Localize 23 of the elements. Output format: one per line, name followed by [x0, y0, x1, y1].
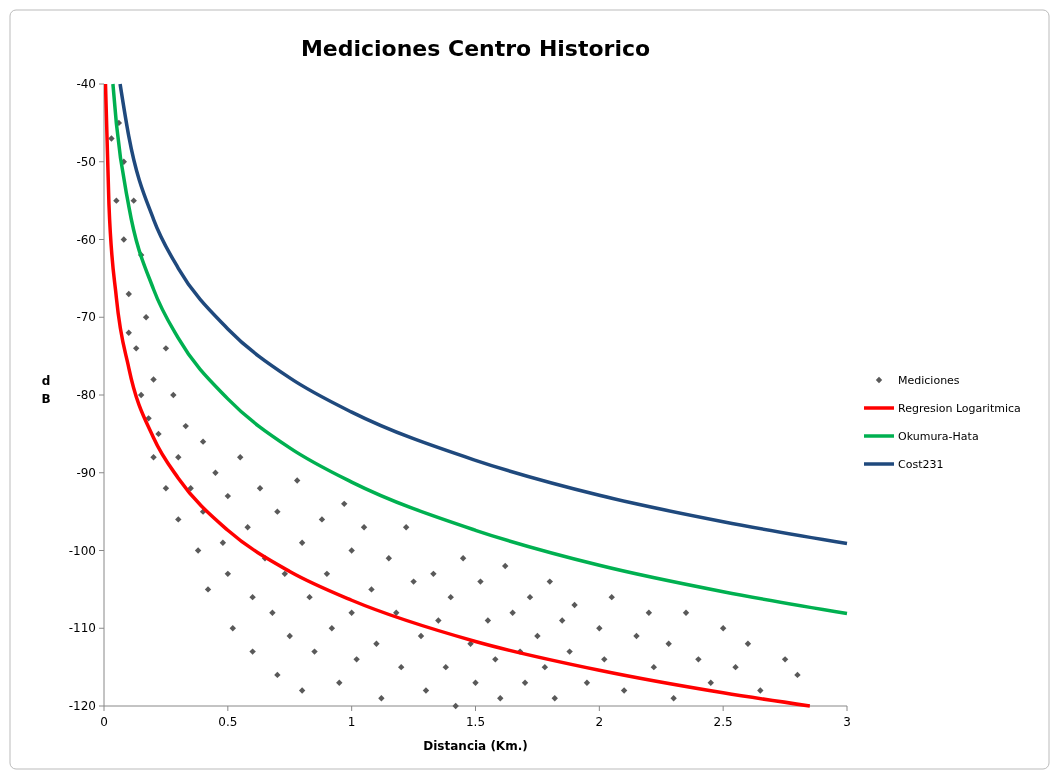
x-tick-label: 0.5 [218, 715, 238, 729]
x-tick-label: 2.5 [713, 715, 733, 729]
y-tick-label: -90 [76, 465, 96, 480]
x-tick-label: 1 [347, 715, 356, 729]
y-tick-label: -80 [76, 388, 96, 403]
y-tick-label: -40 [76, 77, 96, 92]
x-tick-label: 1.5 [465, 715, 486, 729]
legend-label: Regresion Logaritmica [898, 401, 1021, 415]
x-tick-label: 3 [843, 715, 851, 729]
y-tick-label: -110 [68, 621, 96, 636]
legend-label: Mediciones [898, 373, 960, 387]
legend-label: Cost231 [898, 457, 944, 471]
y-tick-label: -60 [76, 232, 96, 247]
y-tick-label: -50 [76, 154, 96, 169]
x-tick-label: 0 [100, 715, 108, 729]
y-tick-label: -100 [68, 543, 96, 558]
x-tick-label: 2 [595, 715, 604, 729]
chart-title: Mediciones Centro Historico [300, 36, 651, 61]
y-tick-label: -70 [76, 310, 96, 325]
legend-label: Okumura-Hata [898, 429, 979, 443]
y-axis-title: dB [41, 374, 51, 406]
x-axis-title: Distancia (Km.) [423, 739, 528, 753]
y-tick-label: -120 [68, 699, 96, 714]
